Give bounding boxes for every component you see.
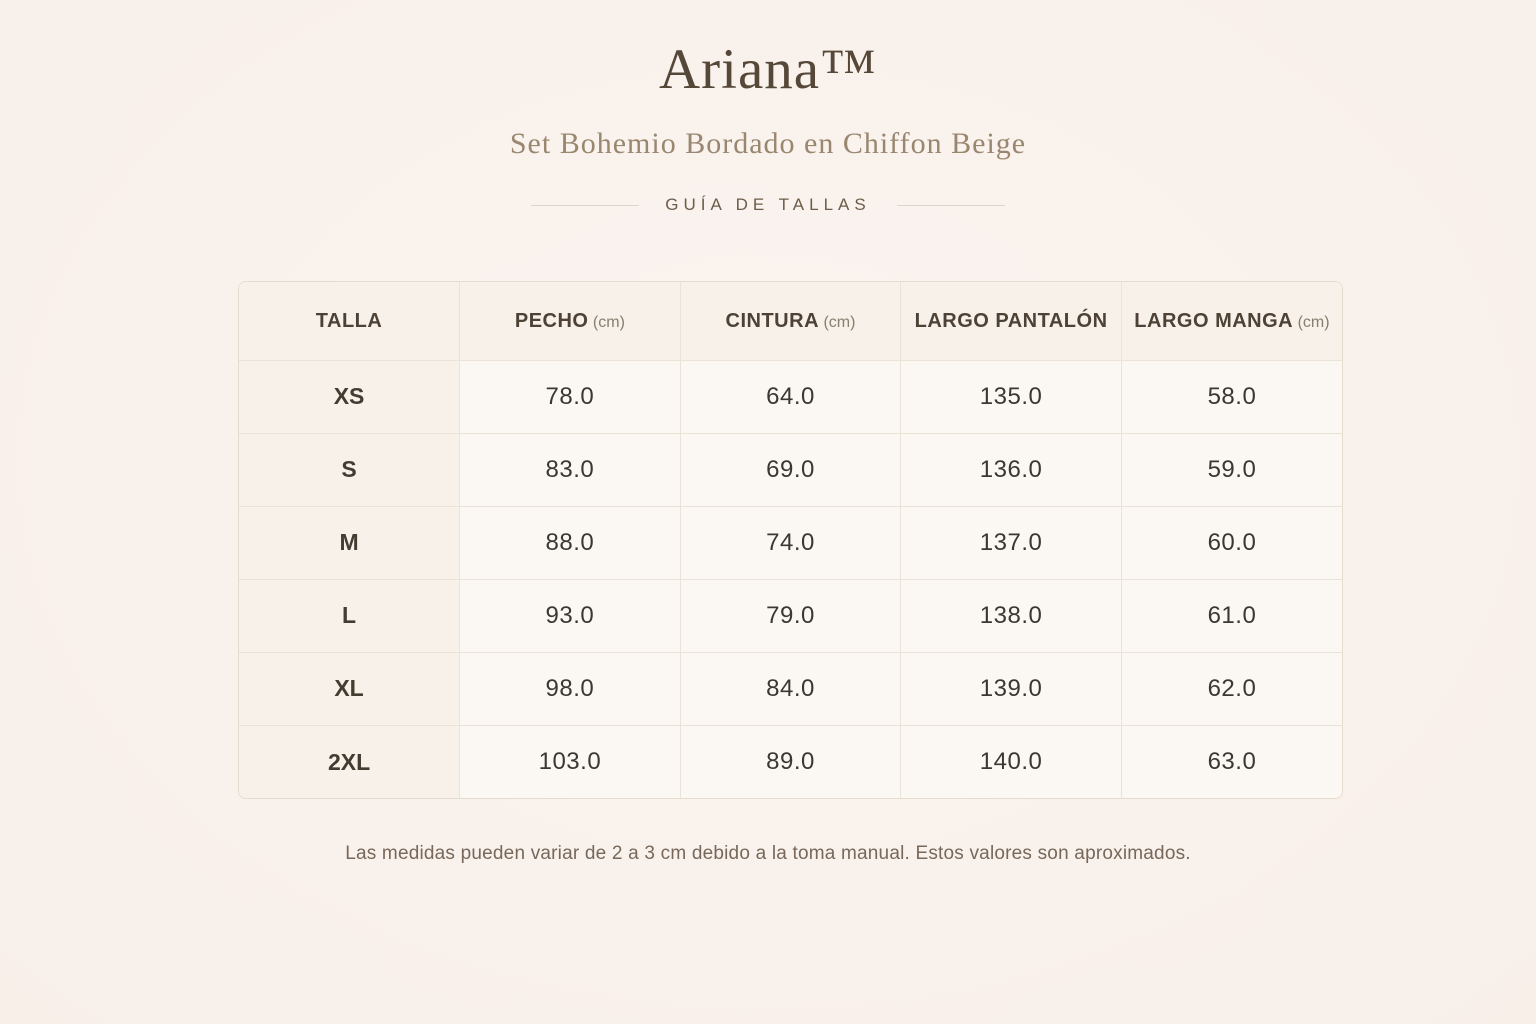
size-table-body: XS 78.0 64.0 135.0 58.0 S 83.0 69.0 136.0 59.0 M 88… [239, 360, 1342, 799]
measurement-cell: 98.0 [459, 652, 681, 726]
size-row: XL 98.0 84.0 139.0 62.0 [239, 652, 1342, 726]
measurement-cell: 59.0 [1121, 433, 1342, 507]
size-table: TALLA PECHO (cm) CINTURA (cm) LARGO PANTALÓ… [239, 282, 1342, 799]
column-header: LARGO PANTALÓN [900, 282, 1122, 361]
size-row: XS 78.0 64.0 135.0 58.0 [239, 360, 1342, 434]
section-label: GUÍA DE TALLAS [665, 195, 871, 215]
measurement-cell: 138.0 [900, 579, 1122, 653]
measurement-cell: 79.0 [680, 579, 902, 653]
measurement-cell: 83.0 [459, 433, 681, 507]
size-table-head-row: TALLA PECHO (cm) CINTURA (cm) LARGO PANTALÓ… [239, 282, 1342, 361]
measurement-cell: 69.0 [680, 433, 902, 507]
column-header: TALLA [239, 282, 461, 361]
column-header: PECHO (cm) [459, 282, 681, 361]
brand-title: Ariana™ [659, 38, 877, 101]
measurement-cell: 135.0 [900, 360, 1122, 434]
size-table-container: TALLA PECHO (cm) CINTURA (cm) LARGO PANTALÓ… [238, 281, 1343, 800]
measurement-cell: 88.0 [459, 506, 681, 580]
size-label-cell: XL [239, 652, 461, 726]
size-row: S 83.0 69.0 136.0 59.0 [239, 433, 1342, 507]
size-label-cell: M [239, 506, 461, 580]
measurement-footnote: Las medidas pueden variar de 2 a 3 cm de… [345, 843, 1191, 865]
divider-line-left [531, 204, 640, 206]
column-header: LARGO MANGA (cm) [1121, 282, 1342, 361]
measurement-cell: 62.0 [1121, 652, 1342, 726]
measurement-cell: 136.0 [900, 433, 1122, 507]
product-subtitle: Set Bohemio Bordado en Chiffon Beige [509, 127, 1027, 161]
divider-line-right [896, 204, 1005, 206]
column-header: CINTURA (cm) [680, 282, 902, 361]
measurement-cell: 137.0 [900, 506, 1122, 580]
measurement-cell: 63.0 [1121, 725, 1342, 799]
measurement-cell: 58.0 [1121, 360, 1342, 434]
measurement-cell: 84.0 [680, 652, 902, 726]
measurement-cell: 139.0 [900, 652, 1122, 726]
measurement-cell: 64.0 [680, 360, 902, 434]
size-label-cell: S [239, 433, 461, 507]
size-row: 2XL 103.0 89.0 140.0 63.0 [239, 725, 1342, 799]
size-row: L 93.0 79.0 138.0 61.0 [239, 579, 1342, 653]
size-row: M 88.0 74.0 137.0 60.0 [239, 506, 1342, 580]
measurement-cell: 140.0 [900, 725, 1122, 799]
measurement-cell: 74.0 [680, 506, 902, 580]
size-label-cell: XS [239, 360, 461, 434]
measurement-cell: 61.0 [1121, 579, 1342, 653]
measurement-cell: 89.0 [680, 725, 902, 799]
size-label-cell: 2XL [239, 725, 461, 799]
section-heading-row: GUÍA DE TALLAS [0, 195, 1536, 215]
size-table-head: TALLA PECHO (cm) CINTURA (cm) LARGO PANTALÓ… [239, 282, 1342, 361]
measurement-cell: 78.0 [459, 360, 681, 434]
measurement-cell: 60.0 [1121, 506, 1342, 580]
measurement-cell: 103.0 [459, 725, 681, 799]
measurement-cell: 93.0 [459, 579, 681, 653]
size-label-cell: L [239, 579, 461, 653]
